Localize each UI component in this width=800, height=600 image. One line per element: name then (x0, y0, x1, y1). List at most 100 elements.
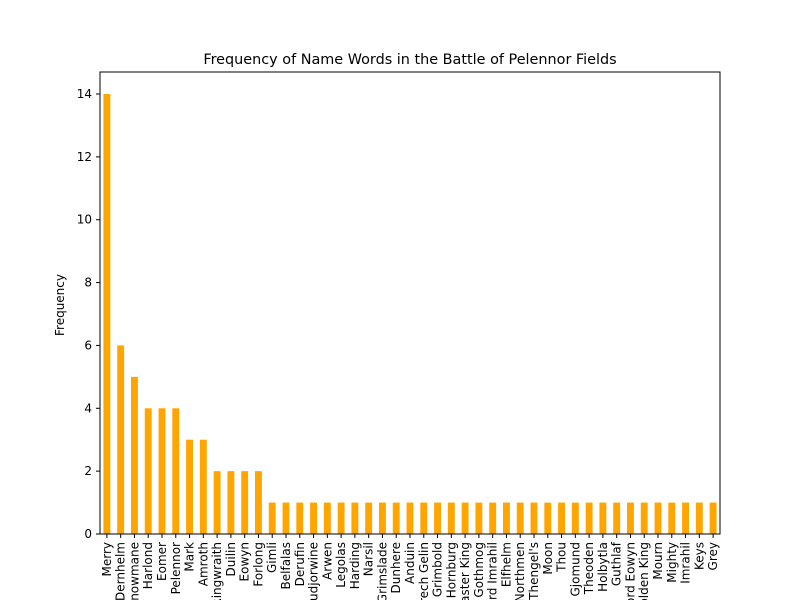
bar (627, 502, 634, 534)
bar (323, 502, 331, 534)
x-tick-label: Golden King (637, 542, 651, 600)
bar (682, 502, 689, 534)
x-tick-label: Mighty (665, 542, 679, 583)
y-tick-label: 6 (84, 338, 92, 352)
bar (406, 502, 414, 534)
y-tick-label: 8 (84, 276, 92, 290)
x-tick-label: Derufin (293, 542, 307, 586)
x-tick-label: Harlond (141, 542, 155, 589)
y-tick-label: 4 (84, 401, 92, 415)
y-axis-label: Frequency (53, 274, 67, 336)
x-tick-label: Thengel's (527, 542, 541, 600)
x-tick-label: Gjomund (568, 542, 582, 597)
x-tick-label: Erech Gelin (417, 542, 431, 600)
x-tick-label: Ringwraith (210, 542, 224, 600)
bar (585, 502, 593, 534)
bar (255, 471, 262, 534)
x-tick-label: Anduin (403, 542, 417, 584)
x-tick-label: Eomer (155, 542, 169, 581)
x-tick-label: Snowmane (127, 542, 141, 600)
bar (296, 502, 304, 534)
bar (337, 502, 345, 534)
bar (613, 502, 621, 534)
x-tick-label: Theoden (582, 542, 596, 595)
bar (516, 502, 524, 534)
chart-title: Frequency of Name Words in the Battle of… (203, 52, 616, 68)
bar (131, 376, 138, 534)
x-tick-label: Gudjorwine (307, 542, 321, 600)
x-tick-label: Grimbold (431, 542, 445, 597)
bar (158, 408, 166, 534)
x-tick-label: Dernhelm (114, 542, 128, 600)
x-tick-label: Gimli (265, 542, 279, 573)
x-tick-label: Elfhelm (499, 542, 513, 587)
x-tick-label: Hornburg (444, 542, 458, 598)
bar (640, 502, 648, 534)
x-tick-label: Imrahil (679, 542, 693, 584)
bar (213, 471, 221, 534)
bar (709, 502, 717, 534)
bar (571, 502, 579, 534)
x-tick-label: Northmen (513, 542, 527, 600)
y-tick-label: 2 (84, 464, 92, 478)
bar (558, 502, 565, 534)
axes-frame (99, 71, 721, 535)
x-tick-label: Eowyn (238, 542, 252, 581)
bar (144, 408, 152, 534)
bar (351, 502, 359, 534)
x-tick-label: Harding (348, 542, 362, 589)
x-tick-label: Gothmog (472, 542, 486, 598)
bar (379, 502, 386, 534)
x-tick-label: Holbytla (596, 542, 610, 592)
bar (461, 502, 469, 534)
x-tick-label: Narsil (362, 542, 376, 576)
bar (420, 502, 428, 534)
x-tick-label: Grey (706, 542, 720, 570)
x-tick-label: Lord Eowyn (623, 542, 637, 600)
bar (475, 502, 483, 534)
y-tick-label: 10 (77, 213, 92, 227)
x-tick-label: Guthlaf (610, 541, 624, 586)
bar (447, 502, 455, 534)
x-tick-label: Belfalas (279, 542, 293, 589)
bar (186, 439, 193, 534)
y-tick-label: 14 (77, 87, 92, 101)
bar (103, 94, 111, 534)
bar (172, 408, 180, 534)
bar (599, 502, 607, 534)
x-tick-label: Legolas (334, 542, 348, 588)
x-tick-label: Arwen (320, 542, 334, 580)
x-tick-label: Forlong (251, 542, 265, 587)
x-tick-label: Amroth (196, 542, 210, 586)
x-tick-label: Mark (183, 542, 197, 572)
bar (668, 502, 676, 534)
bar (392, 502, 400, 534)
x-tick-label: Merry (100, 542, 114, 577)
bar (695, 502, 703, 534)
bar (310, 502, 317, 534)
x-tick-label: Keys (692, 542, 706, 570)
x-tick-label: Mourn (651, 542, 665, 580)
x-tick-label: Duilin (224, 542, 238, 576)
x-tick-label: Moon (541, 542, 555, 575)
x-tick-label: Easter King (458, 542, 472, 600)
x-tick-label: Lord Imrahil (486, 542, 500, 600)
x-tick-label: Pelennor (169, 542, 183, 594)
bar (544, 502, 552, 534)
bar (434, 502, 441, 534)
y-tick-label: 12 (77, 150, 92, 164)
bar (268, 502, 276, 534)
x-tick-label: Dunhere (389, 542, 403, 594)
bar (654, 502, 662, 534)
bar (489, 502, 497, 534)
bar (503, 502, 510, 534)
bar (365, 502, 373, 534)
bar (530, 502, 538, 534)
bar (241, 471, 249, 534)
bar (199, 439, 207, 534)
x-tick-label: Grimslade (375, 542, 389, 600)
x-tick-label: Thou (555, 542, 569, 573)
bar (227, 471, 235, 534)
